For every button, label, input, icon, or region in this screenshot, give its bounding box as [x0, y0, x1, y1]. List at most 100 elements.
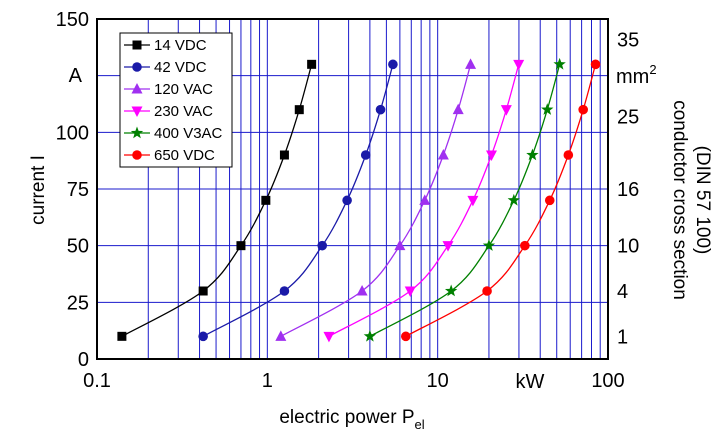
data-point: [578, 104, 588, 115]
y-tick-label: 150: [56, 9, 89, 31]
data-point: [513, 59, 525, 71]
data-point: [279, 286, 290, 296]
axis-ticks: 0.1 1 10 100 0 25 50 75 100 150 1 4 10 16 25 35: [56, 9, 640, 392]
legend: 14 VDC 42 VDC 120 VAC 230 VAC 400 V3AC 650 VD…: [119, 32, 233, 168]
legend-marker: [132, 62, 142, 72]
y2-axis-title-line1: conductor cross section: [669, 100, 690, 300]
legend-label: 400 V3AC: [154, 125, 223, 142]
plot-frame: [96, 18, 609, 360]
y2-tick-label: 1: [617, 326, 628, 348]
legend-item: 14 VDC: [124, 37, 207, 54]
data-point: [467, 195, 479, 207]
data-point: [452, 103, 464, 115]
series-line: [405, 64, 597, 337]
y-axis-unit: A: [69, 65, 83, 87]
x-axis-title: electric power Pel: [279, 407, 424, 432]
series-group: [400, 59, 601, 342]
legend-label: 42 VDC: [154, 59, 207, 76]
data-point: [590, 59, 601, 70]
x-tick-label: 100: [591, 370, 624, 392]
grid: [97, 19, 608, 359]
data-point: [563, 150, 574, 160]
data-point: [437, 149, 449, 160]
y2-tick-label: 16: [617, 179, 639, 201]
data-point: [375, 104, 386, 115]
y-tick-label: 50: [67, 236, 89, 258]
data-point: [394, 239, 406, 251]
data-point: [444, 284, 458, 297]
data-point: [507, 193, 521, 206]
data-point: [485, 150, 497, 161]
data-point: [544, 195, 555, 206]
legend-item: 42 VDC: [124, 59, 207, 76]
data-point: [261, 195, 271, 205]
x-tick-label: 0.1: [83, 370, 111, 392]
data-point: [363, 329, 377, 342]
data-point: [275, 330, 287, 341]
data-point: [500, 105, 512, 116]
data-point: [442, 241, 454, 252]
data-point: [342, 195, 352, 206]
x-tick-label: 1: [262, 370, 273, 392]
y2-axis-unit-superscript: 2: [649, 62, 656, 77]
data-point: [279, 150, 289, 160]
data-point: [317, 240, 328, 251]
series-line: [369, 64, 561, 337]
legend-item: 650 VDC: [124, 147, 215, 164]
series-group: [275, 58, 477, 341]
legend-box: [119, 32, 233, 168]
x-axis-title-main: electric power P: [279, 407, 414, 428]
legend-item: 120 VAC: [124, 81, 213, 98]
series-group: [198, 59, 398, 342]
data-point: [356, 285, 368, 296]
legend-marker: [130, 126, 144, 139]
legend-item: 400 V3AC: [124, 125, 223, 142]
y2-tick-label: 25: [617, 106, 639, 128]
data-point: [465, 58, 477, 69]
y-tick-label: 0: [78, 349, 89, 371]
data-point: [236, 241, 246, 251]
series-group: [363, 57, 566, 342]
y2-tick-label: 35: [617, 29, 639, 51]
data-point: [419, 194, 431, 205]
legend-label: 120 VAC: [154, 81, 213, 98]
legend-item: 230 VAC: [124, 103, 213, 120]
legend-marker: [131, 83, 143, 94]
legend-label: 650 VDC: [154, 147, 215, 164]
data-point: [294, 105, 304, 115]
y2-tick-label: 10: [617, 236, 639, 258]
series-group: [117, 59, 317, 341]
y-tick-label: 100: [56, 122, 89, 144]
data-point: [541, 103, 554, 115]
legend-marker: [132, 40, 142, 50]
series-layer: [117, 57, 601, 343]
y2-tick-label: 4: [617, 281, 628, 303]
x-axis-unit: kW: [516, 371, 545, 393]
data-point: [388, 59, 398, 70]
x-tick-label: 10: [427, 370, 449, 392]
y2-axis-unit: mm2: [616, 62, 657, 88]
y2-axis-unit-main: mm: [616, 66, 649, 88]
legend-label: 230 VAC: [154, 103, 213, 120]
legend-marker: [131, 106, 143, 117]
data-point: [323, 331, 335, 343]
y-tick-label: 75: [67, 179, 89, 201]
data-point: [482, 239, 496, 251]
data-point: [482, 286, 492, 296]
series-line: [280, 64, 472, 337]
data-point: [198, 331, 208, 342]
data-point: [404, 286, 416, 297]
y-axis-title: current I: [28, 155, 49, 225]
data-point: [526, 148, 539, 161]
data-point: [307, 59, 317, 69]
x-axis-title-subscript: el: [415, 417, 425, 432]
data-point: [198, 286, 208, 296]
data-point: [520, 240, 530, 251]
legend-label: 14 VDC: [154, 37, 207, 54]
series-group: [323, 59, 525, 343]
y2-axis-title-line2: (DIN 57 100): [692, 146, 712, 255]
data-point: [553, 57, 566, 70]
data-point: [400, 331, 411, 342]
data-point: [360, 150, 371, 160]
